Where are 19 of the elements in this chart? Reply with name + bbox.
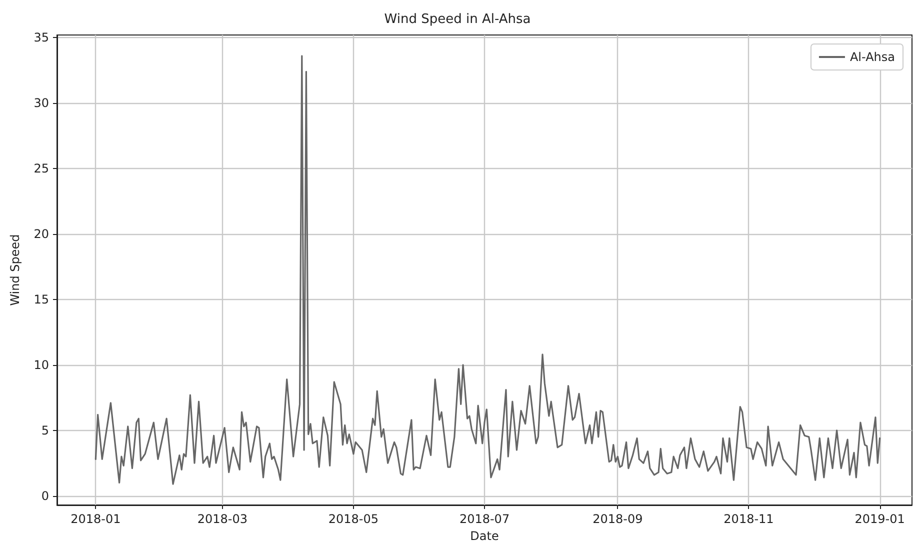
y-axis-title: Wind Speed bbox=[8, 234, 22, 306]
y-tick-label: 25 bbox=[34, 162, 49, 176]
x-tick-label: 2018-01 bbox=[70, 512, 121, 526]
x-tick-label: 2019-01 bbox=[854, 512, 905, 526]
y-tick-label: 20 bbox=[34, 226, 49, 241]
x-tick-label: 2018-11 bbox=[724, 512, 774, 526]
y-tick-label: 10 bbox=[34, 358, 49, 372]
x-tick-label: 2018-09 bbox=[592, 512, 643, 526]
x-tick-label: 2018-07 bbox=[459, 512, 510, 526]
y-tick-label: 0 bbox=[41, 488, 49, 503]
y-tick-label: 30 bbox=[34, 96, 49, 110]
x-tick-label: 2018-05 bbox=[328, 512, 379, 526]
y-tick-label: 15 bbox=[34, 292, 49, 306]
y-tick-label: 35 bbox=[34, 30, 49, 45]
y-tick-label: 5 bbox=[41, 423, 49, 438]
x-tick-label: 2018-03 bbox=[197, 512, 248, 526]
legend-label: Al-Ahsa bbox=[850, 50, 895, 64]
chart-title: Wind Speed in Al-Ahsa bbox=[384, 12, 531, 27]
x-axis-title: Date bbox=[470, 528, 499, 543]
